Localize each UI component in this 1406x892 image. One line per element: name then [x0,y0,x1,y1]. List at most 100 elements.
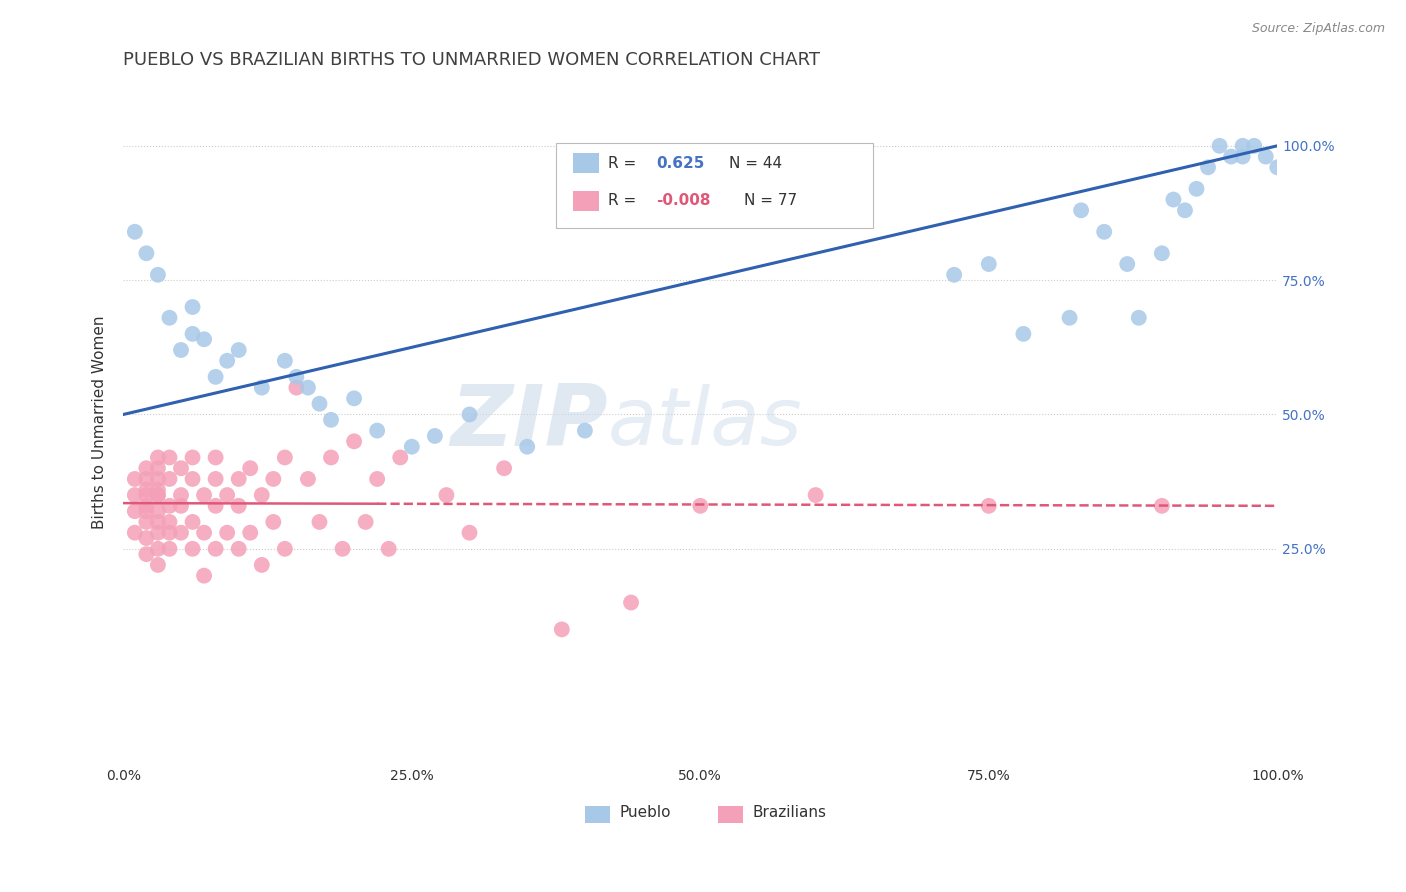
Point [262,472,284,486]
Point [181,541,204,556]
Text: 0.625: 0.625 [657,156,704,170]
Point [250,381,273,395]
Point [159,472,181,486]
Point [124,488,146,502]
Point [159,450,181,465]
Point [943,268,966,282]
Point [146,558,169,572]
Bar [574,153,599,173]
Point [159,525,181,540]
Point [319,450,342,465]
Point [1208,138,1230,153]
Point [204,499,226,513]
Point [285,381,308,395]
Point [193,488,215,502]
Text: R =: R = [607,156,641,170]
Point [135,246,157,260]
Point [146,450,169,465]
Text: N = 44: N = 44 [730,156,782,170]
Point [343,392,366,406]
Point [1220,150,1243,164]
Point [1232,150,1254,164]
Point [494,461,516,475]
Point [146,541,169,556]
Point [193,525,215,540]
Point [170,343,193,357]
Text: -0.008: -0.008 [657,194,711,208]
Point [135,488,157,502]
Point [1232,138,1254,153]
Point [204,541,226,556]
Point [401,440,423,454]
Point [1185,182,1208,196]
Point [181,515,204,529]
Point [274,541,297,556]
FancyBboxPatch shape [555,143,873,228]
Point [436,488,458,502]
Point [146,483,169,497]
Point [124,472,146,486]
Text: Pueblo: Pueblo [620,805,671,821]
Point [977,257,1000,271]
Point [159,515,181,529]
Point [146,504,169,518]
Point [228,472,250,486]
Point [228,499,250,513]
Point [354,515,377,529]
Point [204,369,226,384]
Point [1174,203,1197,218]
Bar [574,191,599,211]
Point [297,381,319,395]
Point [285,369,308,384]
Point [124,504,146,518]
Point [551,623,574,637]
Point [146,525,169,540]
Point [574,424,596,438]
Point [146,461,169,475]
Point [181,300,204,314]
Point [170,461,193,475]
Point [308,515,330,529]
Point [804,488,827,502]
Bar [585,806,610,823]
Point [146,488,169,502]
Point [146,515,169,529]
Text: Brazilians: Brazilians [752,805,827,821]
Point [1059,310,1081,325]
Point [204,450,226,465]
Point [262,515,284,529]
Point [366,424,388,438]
Point [1128,310,1150,325]
Text: atlas: atlas [607,384,803,461]
Point [135,499,157,513]
Point [135,515,157,529]
Bar [717,806,742,823]
Point [458,525,481,540]
Point [458,408,481,422]
Point [1163,193,1185,207]
Point [181,450,204,465]
Point [146,488,169,502]
Point [217,488,239,502]
Point [274,450,297,465]
Point [193,568,215,582]
Point [204,472,226,486]
Point [250,558,273,572]
Point [319,413,342,427]
Point [239,525,262,540]
Point [170,499,193,513]
Point [423,429,446,443]
Text: N = 77: N = 77 [744,194,797,208]
Point [124,525,146,540]
Text: ZIP: ZIP [450,381,607,464]
Point [146,268,169,282]
Point [366,472,388,486]
Point [620,595,643,609]
Point [297,472,319,486]
Point [343,434,366,449]
Point [239,461,262,475]
Point [217,525,239,540]
Point [1116,257,1139,271]
Point [1092,225,1115,239]
Point [159,499,181,513]
